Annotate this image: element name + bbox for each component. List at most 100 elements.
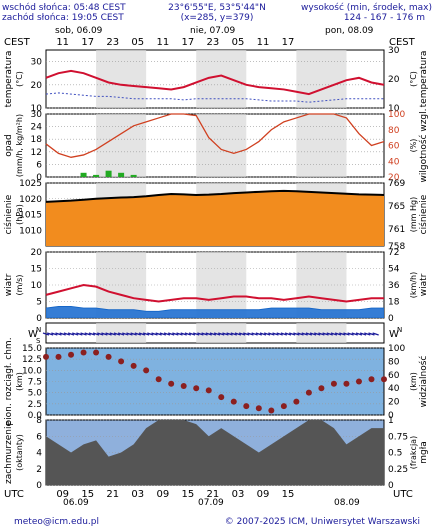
- wind-arrow: [63, 332, 71, 336]
- top-tz-right: CEST: [389, 37, 416, 48]
- unit-right: (mm Hg): [409, 197, 418, 232]
- cloud-point: [230, 398, 237, 405]
- top-hour-label: 11: [56, 37, 69, 48]
- footer-email[interactable]: meteo@icm.edu.pl: [14, 517, 99, 527]
- ylabel-left: temperatura: [4, 51, 14, 108]
- ytick-left: 8: [36, 416, 42, 426]
- ylabel-left: opad: [4, 134, 14, 156]
- wind-arrow: [372, 332, 379, 336]
- ytick-left: 2.5: [28, 400, 42, 410]
- ytick-right: 0.5: [388, 449, 402, 459]
- ytick-right: 0: [388, 481, 394, 491]
- ytick-left: 2: [36, 465, 42, 475]
- ytick-left: 1015: [19, 211, 42, 221]
- cloud-point: [381, 376, 387, 383]
- ytick-right: 100: [388, 110, 405, 120]
- ytick-right: 54: [388, 265, 400, 275]
- bottom-hour-label: 15: [282, 489, 295, 500]
- ytick-left: 1020: [19, 195, 42, 205]
- wind-arrow: [330, 332, 338, 336]
- ytick-right: 0: [388, 314, 394, 324]
- wind-arrow: [42, 332, 50, 336]
- ytick-left: 5: [36, 298, 42, 308]
- panel-6: 0 2 4 6 8 0 0.25 0.5 0.75 1 zachmurzenie (oktanty) m…: [4, 416, 429, 491]
- ylabel-left: ciśnienie: [3, 194, 14, 234]
- precip-bar: [130, 174, 137, 177]
- precip-bar: [80, 172, 87, 177]
- cloud-point: [180, 382, 187, 389]
- night-band: [296, 323, 347, 343]
- wind-arrow: [101, 332, 108, 336]
- wind-arrow: [318, 332, 325, 336]
- night-band: [196, 114, 247, 177]
- cloud-area: [46, 420, 384, 485]
- cloud-point: [105, 353, 112, 360]
- ytick-left: 30: [31, 58, 43, 68]
- ylabel-left: pion. rozciągł. chm.: [4, 337, 14, 425]
- ytick-left: 20: [31, 248, 43, 258]
- cloud-point: [368, 376, 375, 383]
- wind-arrow: [176, 332, 183, 336]
- wind-arrow: [67, 332, 75, 336]
- wind-arrow: [368, 332, 375, 336]
- ytick-right: 765: [388, 202, 405, 212]
- wind-arrow: [159, 332, 167, 336]
- wind-arrow: [209, 332, 217, 336]
- wind-arrow: [314, 332, 321, 336]
- wind-arrow: [92, 332, 100, 336]
- ylabel-right: wilgotność wzgl.: [418, 109, 429, 183]
- cloud-point: [205, 387, 212, 394]
- wind-arrow: [301, 332, 308, 336]
- wind-arrow: [251, 332, 258, 336]
- wind-arrow: [297, 332, 304, 336]
- wind-arrow: [355, 332, 363, 336]
- ytick-right: 20: [388, 173, 400, 183]
- wind-arrow: [247, 332, 254, 336]
- wind-arrow: [138, 332, 146, 336]
- wind-arrow: [218, 332, 225, 336]
- bottom-hour-label: 09: [56, 489, 69, 500]
- ytick-right: 1: [388, 416, 394, 426]
- top-day-1: sob, 06.09: [55, 26, 103, 36]
- wind-arrow: [339, 332, 346, 336]
- unit-right: (frakcja): [409, 436, 418, 469]
- top-hour-label: 11: [257, 37, 270, 48]
- wind-arrow: [238, 332, 246, 336]
- cloud-point: [130, 362, 137, 369]
- cloud-point: [43, 353, 49, 360]
- sunset-text: zachód słońca: 19:05 CEST: [2, 12, 124, 23]
- precip-bar: [105, 170, 112, 177]
- ytick-right: 758: [388, 242, 405, 252]
- bottom-hour-label: 09: [156, 489, 169, 500]
- wind-arrow: [72, 332, 79, 336]
- wind-arrow: [272, 332, 279, 336]
- precip-bar: [93, 174, 100, 177]
- ytick-left: 10.0: [22, 366, 42, 376]
- cloud-point: [68, 351, 75, 358]
- ytick-left: 15.0: [22, 344, 42, 354]
- wind-arrow: [347, 332, 354, 336]
- cloud-point: [268, 407, 275, 414]
- wind-arrow: [142, 332, 150, 336]
- wind-arrow: [130, 332, 137, 336]
- wind-arrow: [205, 332, 212, 336]
- cloud-point: [218, 394, 225, 401]
- wind-dir-label: N: [397, 326, 402, 334]
- wind-arrow: [263, 332, 271, 336]
- wind-arrow: [126, 332, 133, 336]
- ytick-left: 6: [36, 160, 42, 170]
- wind-dir-label: S: [36, 337, 41, 345]
- cloud-point: [330, 380, 337, 387]
- cloud-point: [243, 403, 250, 410]
- wind-arrow: [163, 332, 171, 336]
- wind-arrow: [268, 332, 275, 336]
- ytick-right: 30: [388, 46, 400, 56]
- wind-arrow: [309, 332, 317, 336]
- top-hour-label: 17: [182, 37, 195, 48]
- unit-right: (km/h): [409, 272, 418, 298]
- ytick-left: 6: [36, 432, 42, 442]
- ytick-right: 10: [388, 104, 400, 114]
- wind-arrow: [188, 332, 196, 336]
- wind-arrow: [80, 332, 87, 336]
